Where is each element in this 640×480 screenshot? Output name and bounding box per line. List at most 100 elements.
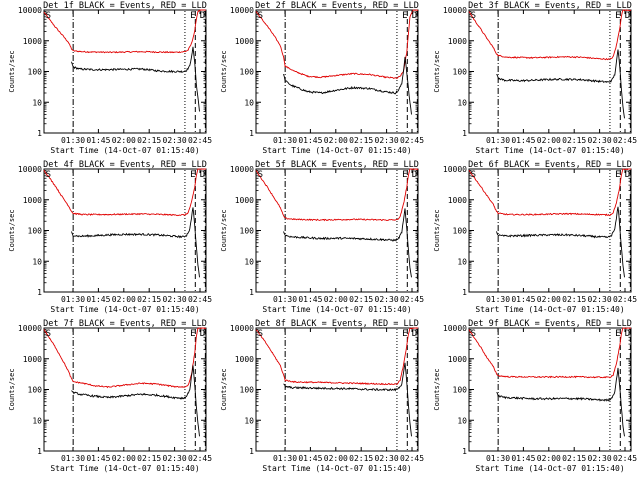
marker-D: D [412,170,417,180]
marker-S: S [258,329,263,339]
y-tick-label: 10000 [443,324,467,333]
y-tick-label: 100 [453,386,468,395]
y-axis-label: Counts/sec [220,209,228,251]
events-series-line [496,206,625,278]
panel-det-1: Det 1f BLACK = Events, RED = LLD 1 10 100 10… [8,1,212,155]
y-tick-label: 1000 [23,196,42,205]
y-tick-label: 1 [249,288,254,297]
marker-S: S [471,329,476,339]
y-tick-label: 100 [240,68,255,77]
x-tick-label: 01:45 [86,136,110,145]
y-tick-label: 10 [32,416,42,425]
y-tick-label: 100 [453,227,468,236]
x-tick-label: 01:30 [486,136,510,145]
marker-D: D [200,11,205,21]
panel-title: Det 7f BLACK = Events, RED = LLD [43,319,207,329]
events-series-line [71,46,200,112]
x-tick-label: 02:00 [537,454,561,463]
x-tick-label: 02:00 [324,295,348,304]
y-tick-label: 10000 [18,165,42,174]
marker-D: D [412,11,417,21]
x-tick-label: 02:00 [324,454,348,463]
x-tick-label: 02:15 [562,454,586,463]
y-tick-label: 1 [249,129,254,138]
x-tick-label: 02:00 [112,295,136,304]
y-tick-label: 10000 [230,165,254,174]
panel-title: Det 3f BLACK = Events, RED = LLD [468,1,632,11]
marker-E: E [402,329,407,339]
x-tick-label: 01:30 [486,295,510,304]
y-tick-label: 10 [32,257,42,266]
panel-title: Det 8f BLACK = Events, RED = LLD [255,319,419,329]
events-series-line [283,362,412,437]
panel-det-2: Det 2f BLACK = Events, RED = LLD 1 10 100 10… [220,1,424,155]
events-series-line [496,367,625,437]
x-tick-label: 02:30 [375,454,399,463]
x-axis-label: Start Time (14-Oct-07 01:15:40) [475,305,624,314]
y-tick-label: 100 [240,227,255,236]
lld-series-line [468,327,632,379]
y-tick-label: 100 [28,227,43,236]
x-tick-label: 02:30 [375,136,399,145]
x-axis-label: Start Time (14-Oct-07 01:15:40) [475,464,624,473]
y-tick-label: 10 [457,257,467,266]
marker-D: D [625,11,630,21]
x-axis-label: Start Time (14-Oct-07 01:15:40) [50,464,199,473]
panel-title: Det 1f BLACK = Events, RED = LLD [43,1,207,11]
events-series-line [283,208,412,278]
y-tick-label: 10 [457,416,467,425]
x-axis-label: Start Time (14-Oct-07 01:15:40) [262,305,411,314]
y-tick-label: 1 [462,447,467,456]
x-tick-label: 01:30 [273,295,297,304]
panel-det-4: Det 4f BLACK = Events, RED = LLD 1 10 100 10… [8,160,212,314]
x-tick-label: 02:15 [349,295,373,304]
x-tick-label: 02:15 [137,454,161,463]
lld-series-line [255,327,418,386]
marker-D: D [625,170,630,180]
x-tick-label: 01:45 [511,454,535,463]
x-tick-label: 02:30 [163,295,187,304]
x-axis-label: Start Time (14-Oct-07 01:15:40) [262,464,411,473]
marker-E: E [615,329,620,339]
x-tick-label: 02:45 [613,295,637,304]
y-axis-label: Counts/sec [8,368,16,410]
marker-S: S [46,329,51,339]
marker-S: S [471,170,476,180]
y-tick-label: 1000 [235,355,254,364]
y-axis-label: Counts/sec [220,368,228,410]
marker-E: E [615,170,620,180]
x-tick-label: 02:45 [188,454,212,463]
x-tick-label: 02:45 [188,295,212,304]
x-tick-label: 01:30 [273,454,297,463]
marker-E: E [402,170,407,180]
y-tick-label: 10000 [18,324,42,333]
x-tick-label: 01:45 [298,136,322,145]
y-tick-label: 10 [244,416,254,425]
x-tick-label: 02:45 [613,136,637,145]
x-tick-label: 01:30 [61,295,85,304]
x-tick-label: 02:00 [112,454,136,463]
lld-series-line [468,9,632,61]
x-tick-label: 01:45 [298,295,322,304]
y-tick-label: 1000 [448,37,467,46]
x-axis-label: Start Time (14-Oct-07 01:15:40) [50,305,199,314]
marker-E: E [402,11,407,21]
lld-series-line [43,9,207,54]
y-axis-label: Counts/sec [8,50,16,92]
x-tick-label: 02:00 [537,295,561,304]
y-tick-label: 100 [28,386,43,395]
x-tick-label: 02:15 [562,136,586,145]
x-tick-label: 02:30 [163,454,187,463]
events-series-line [496,49,625,119]
y-tick-label: 1000 [235,196,254,205]
panel-det-9: Det 9f BLACK = Events, RED = LLD 1 10 100 10… [433,319,637,473]
events-series-line [71,207,200,278]
lld-series-line [255,9,419,80]
x-axis-label: Start Time (14-Oct-07 01:15:40) [475,146,624,155]
x-tick-label: 02:30 [163,136,187,145]
y-axis-label: Counts/sec [8,209,16,251]
y-tick-label: 1000 [448,196,467,205]
x-tick-label: 02:30 [588,454,612,463]
x-tick-label: 02:00 [112,136,136,145]
